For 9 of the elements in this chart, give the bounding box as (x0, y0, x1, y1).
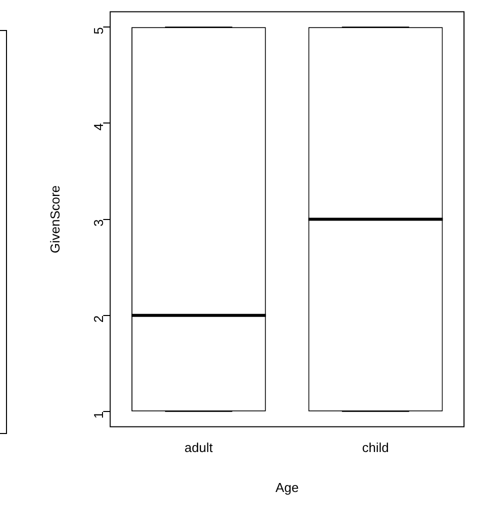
y-tick-label: 1 (90, 411, 106, 419)
x-tick-label: adult (184, 440, 214, 456)
x-axis-title: Age (276, 480, 299, 495)
y-tick-label: 5 (90, 27, 106, 34)
y-tick-label: 3 (90, 219, 106, 227)
y-tick-label: 4 (90, 123, 106, 130)
y-tick-label: 2 (90, 315, 106, 323)
y-axis-title: GivenScore (47, 185, 62, 254)
x-tick-label: child (362, 440, 389, 456)
